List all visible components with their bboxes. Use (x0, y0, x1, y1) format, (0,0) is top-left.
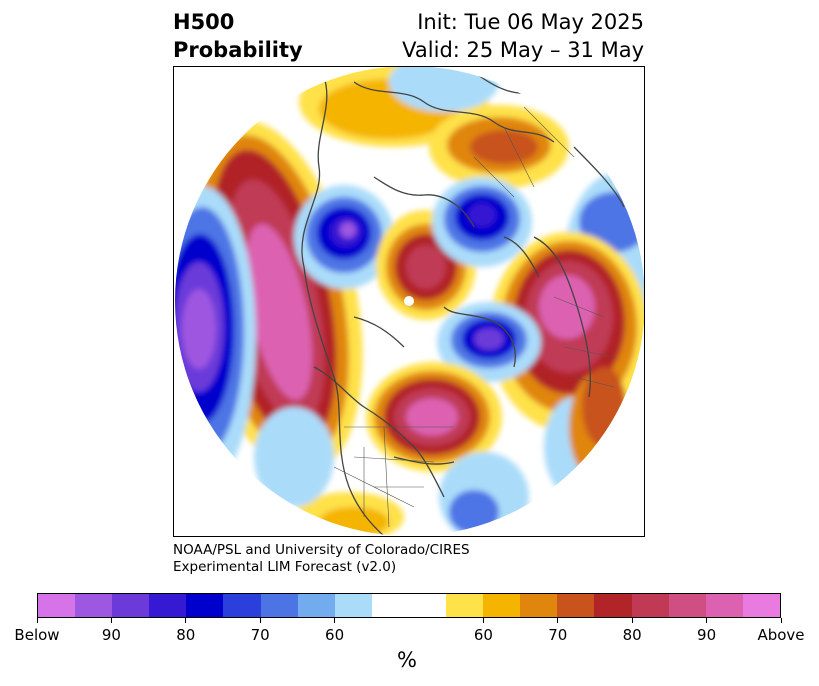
colorbar-tick-label: 80 (622, 626, 642, 644)
colorbar-segment (668, 594, 706, 617)
colorbar-tick-label: 60 (325, 626, 345, 644)
colorbar-segment (594, 594, 632, 617)
credit-line-2: Experimental LIM Forecast (v2.0) (173, 559, 397, 575)
credit-line-1: NOAA/PSL and University of Colorado/CIRE… (173, 542, 470, 558)
colorbar-segment (557, 594, 595, 617)
pole-marker (404, 296, 414, 306)
forecast-dates: Init: Tue 06 May 2025 Valid: 25 May – 31… (402, 8, 644, 64)
colorbar-tick-label: Below (14, 626, 60, 644)
colorbar-tick-mark (780, 618, 782, 623)
colorbar-tick-mark (631, 618, 633, 623)
colorbar-tick-label: 90 (101, 626, 121, 644)
colorbar-tick-label: Above (757, 626, 805, 644)
colorbar-segment (149, 594, 187, 617)
colorbar-segment (112, 594, 150, 617)
probability-field (175, 67, 644, 536)
colorbar-segment (75, 594, 113, 617)
colorbar-segment (446, 594, 484, 617)
coastlines (301, 71, 625, 536)
colorbar-segment (334, 594, 372, 617)
colorbar-segment (38, 594, 76, 617)
colorbar-segment (297, 594, 335, 617)
title-type: Probability (173, 38, 303, 62)
colorbar-tick-label: 70 (250, 626, 270, 644)
colorbar-tick-label: 90 (697, 626, 717, 644)
colorbar-segment (371, 594, 447, 617)
colorbar-tick-label: 80 (176, 626, 196, 644)
colorbar-tick-mark (557, 618, 559, 623)
colorbar-tick-mark (334, 618, 336, 623)
political-borders (333, 106, 615, 528)
colorbar-tick-label: 70 (548, 626, 568, 644)
colorbar-segment (742, 594, 780, 617)
title-variable: H500 (173, 10, 235, 34)
colorbar-segment (186, 594, 224, 617)
credit-text: NOAA/PSL and University of Colorado/CIRE… (173, 542, 470, 576)
init-date: Init: Tue 06 May 2025 (417, 10, 644, 34)
colorbar-segment (223, 594, 261, 617)
map-title: H500 Probability (173, 8, 303, 64)
colorbar-tick-mark (482, 618, 484, 623)
colorbar-segment (705, 594, 743, 617)
colorbar-segment (483, 594, 521, 617)
probability-map (173, 66, 645, 537)
colorbar-unit: % (397, 648, 417, 672)
colorbar-tick-mark (259, 618, 261, 623)
colorbar-tick-mark (36, 618, 38, 623)
colorbar-segment (520, 594, 558, 617)
valid-dates: Valid: 25 May – 31 May (402, 38, 644, 62)
colorbar-segment (260, 594, 298, 617)
colorbar-tick-mark (706, 618, 708, 623)
colorbar (37, 593, 781, 618)
colorbar-segment (631, 594, 669, 617)
colorbar-tick-mark (185, 618, 187, 623)
polar-map-svg (175, 67, 644, 536)
colorbar-tick-mark (110, 618, 112, 623)
colorbar-tick-label: 60 (473, 626, 493, 644)
